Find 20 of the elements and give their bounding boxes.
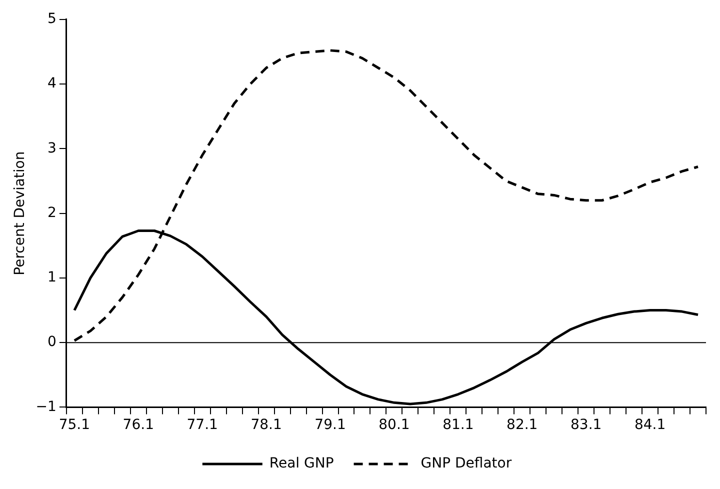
y-axis-title: Percent Deviation [12,151,28,276]
y-tick-label: 0 [48,334,56,350]
x-tick-label: 84.1 [634,417,666,434]
x-tick-label: 75.1 [58,417,90,434]
x-tick-label: 79.1 [314,417,346,434]
y-tick-label: −1 [36,398,56,415]
x-tick-label: 77.1 [186,417,218,434]
legend-label: GNP Deflator [420,456,512,472]
y-tick-label: 3 [48,140,56,156]
x-tick-label: 76.1 [122,417,154,434]
x-tick-label: 80.1 [378,417,410,434]
legend-label: Real GNP [269,456,334,472]
x-tick-label: 82.1 [506,417,538,434]
x-tick-label: 83.1 [570,417,602,434]
y-tick-label: 4 [48,76,57,92]
y-tick-label: 2 [48,204,56,221]
y-tick-label: 5 [48,11,56,28]
y-tick-label: 1 [48,270,56,286]
x-tick-label: 78.1 [250,417,282,434]
x-tick-label: 81.1 [442,417,474,434]
